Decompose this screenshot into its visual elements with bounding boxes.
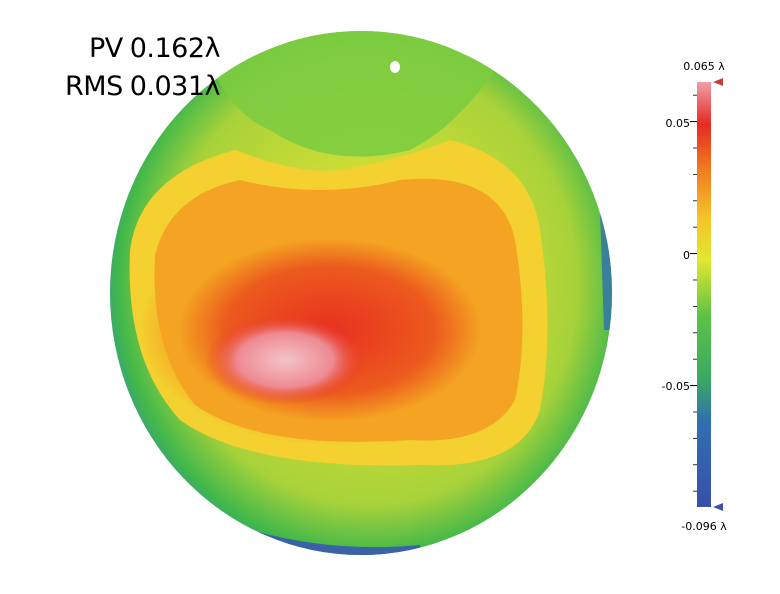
surface-statistics: PV 0.162λ RMS 0.031λ bbox=[44, 30, 220, 106]
colorbar-tick-label: 0.05 bbox=[666, 117, 691, 130]
pv-value: 0.162λ bbox=[129, 33, 221, 64]
colorbar-max-marker bbox=[713, 78, 723, 86]
rms-stat: RMS 0.031λ bbox=[44, 68, 220, 106]
pv-label: PV bbox=[88, 33, 123, 64]
colorbar-max-label: 0.065 λ bbox=[683, 60, 725, 73]
pv-stat: PV 0.162λ bbox=[44, 30, 221, 68]
colorbar bbox=[697, 82, 711, 507]
colorbar-min-marker bbox=[713, 503, 723, 511]
rms-value: 0.031λ bbox=[129, 71, 221, 102]
colorbar-tick-label: 0 bbox=[683, 249, 690, 262]
rms-label: RMS bbox=[65, 71, 123, 102]
colorbar-tick-label: -0.05 bbox=[662, 380, 690, 393]
colorbar-major-ticks bbox=[690, 121, 697, 387]
colorbar-minor-ticks bbox=[693, 94, 697, 492]
surface-disc bbox=[110, 31, 612, 555]
colorbar-min-label: -0.096 λ bbox=[681, 520, 727, 533]
